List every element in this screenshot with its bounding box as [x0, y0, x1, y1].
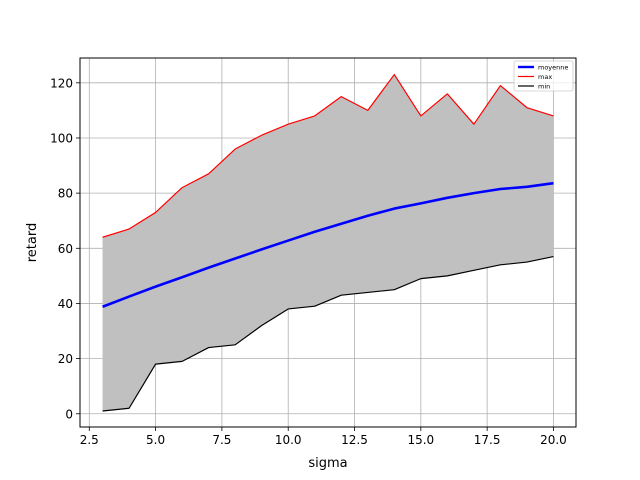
y-tick-label: 80: [58, 187, 73, 201]
x-tick-label: 20.0: [540, 433, 567, 447]
series-line-min: [102, 255, 554, 412]
legend-label-max: max: [538, 73, 552, 81]
min-max-band: [102, 74, 554, 412]
x-tick-label: 17.5: [474, 433, 501, 447]
x-tick-label: 12.5: [341, 433, 368, 447]
legend-label-moyenne: moyenne: [538, 63, 568, 71]
x-tick-label: 15.0: [407, 433, 434, 447]
y-tick-label: 60: [58, 242, 73, 256]
x-tick-label: 7.5: [212, 433, 231, 447]
y-tick-label: 120: [50, 76, 73, 90]
y-axis-ticks: 0 20 40 60 80 100 120: [50, 76, 80, 421]
series-line-max: [102, 73, 554, 238]
x-tick-label: 5.0: [146, 433, 165, 447]
legend-box: [513, 60, 574, 92]
series-lines: [102, 73, 554, 412]
x-tick-label: 2.5: [80, 433, 99, 447]
y-tick-label: 0: [65, 407, 73, 421]
legend-label-min: min: [538, 82, 550, 90]
x-tick-label: 10.0: [275, 433, 302, 447]
y-tick-label: 40: [58, 297, 73, 311]
y-tick-label: 20: [58, 352, 73, 366]
x-axis-label: sigma: [308, 456, 347, 471]
y-tick-label: 100: [50, 131, 73, 145]
min-max-fill-area: [102, 74, 554, 412]
series-line-moyenne: [102, 181, 554, 308]
y-axis-label: retard: [25, 223, 40, 263]
plot-frame: [79, 57, 577, 428]
x-axis-ticks: 2.5 5.0 7.5 10.0 12.5 15.0 17.5 20.0: [80, 427, 567, 447]
